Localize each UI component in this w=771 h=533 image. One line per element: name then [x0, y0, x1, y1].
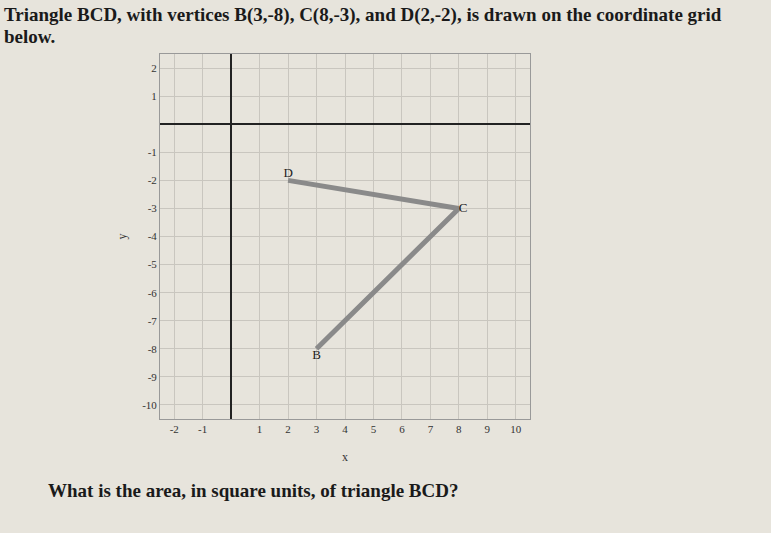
- svg-text:-8: -8: [148, 343, 158, 355]
- svg-text:-9: -9: [148, 371, 158, 383]
- svg-text:-2: -2: [148, 174, 157, 186]
- svg-text:D: D: [283, 165, 292, 180]
- svg-text:2: 2: [151, 62, 157, 74]
- svg-text:x: x: [342, 450, 348, 464]
- svg-text:9: 9: [485, 423, 491, 435]
- svg-text:4: 4: [342, 423, 348, 435]
- svg-text:-1: -1: [148, 146, 157, 158]
- svg-text:-4: -4: [148, 230, 158, 242]
- svg-text:-5: -5: [148, 258, 158, 270]
- svg-text:y: y: [115, 234, 129, 240]
- svg-text:-2: -2: [170, 423, 179, 435]
- svg-text:10: 10: [510, 423, 522, 435]
- html-text:Triangle BCD, with vertices B(: Triangle BCD, with vertices B(3,-8), C(8…: [4, 4, 722, 47]
- svg-text:6: 6: [399, 423, 405, 435]
- html-text:What is the area, in square un: What is the area, in square units, of tr…: [48, 480, 459, 501]
- svg-text:8: 8: [456, 423, 462, 435]
- svg-text:C: C: [459, 200, 468, 215]
- svg-text:5: 5: [371, 423, 377, 435]
- svg-text:-1: -1: [198, 423, 207, 435]
- svg-text:2: 2: [285, 423, 291, 435]
- svg-text:B: B: [312, 347, 321, 362]
- svg-text:1: 1: [151, 90, 157, 102]
- svg-text:7: 7: [428, 423, 434, 435]
- svg-text:-6: -6: [148, 287, 158, 299]
- svg-text:-7: -7: [148, 315, 158, 327]
- svg-text:-3: -3: [148, 202, 158, 214]
- svg-text:-10: -10: [142, 399, 157, 411]
- svg-text:3: 3: [314, 423, 320, 435]
- svg-text:1: 1: [257, 423, 263, 435]
